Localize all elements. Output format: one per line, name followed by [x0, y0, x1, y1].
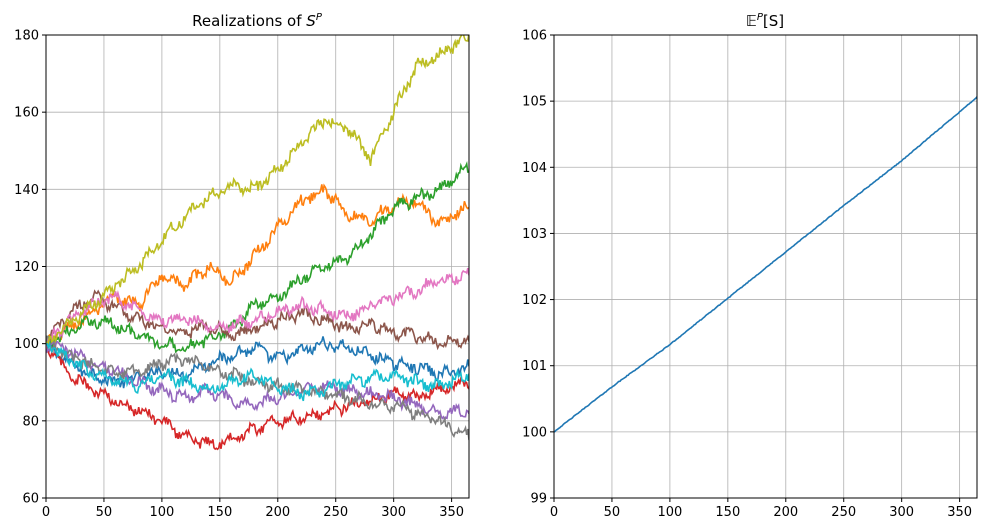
left-x-tick-label: 50 [96, 505, 113, 520]
right-y-tick-label: 104 [522, 161, 547, 176]
right-x-tick-label: 100 [657, 505, 682, 520]
left-x-tick-label: 250 [323, 505, 348, 520]
left-y-tick-label: 180 [14, 29, 39, 44]
left-series-line [46, 335, 469, 389]
left-x-tick-label: 200 [265, 505, 290, 520]
left-x-tick-label: 0 [42, 505, 50, 520]
right-chart-expectation: 𝔼P[S] 0 50 100 150 200 250 300 350 99 100 101 102 10… [522, 12, 978, 521]
right-grid [553, 34, 977, 499]
right-x-tick-label: 50 [604, 505, 621, 520]
right-x-tick-label: 150 [715, 505, 740, 520]
left-y-tick-label: 140 [14, 183, 39, 198]
right-x-tick-label: 350 [947, 505, 972, 520]
left-x-tick-label: 350 [439, 505, 464, 520]
right-ticks: 0 50 100 150 200 250 300 350 99 100 101 102 103 104 10… [522, 29, 972, 521]
right-x-tick-label: 300 [889, 505, 914, 520]
right-y-tick-label: 103 [522, 227, 547, 242]
left-x-tick-label: 150 [207, 505, 232, 520]
right-y-tick-label: 105 [522, 95, 547, 110]
left-chart-realizations: Realizations of SP 0 50 100 150 200 250 300 350… [14, 12, 470, 521]
left-x-tick-label: 100 [149, 505, 174, 520]
right-x-tick-label: 200 [773, 505, 798, 520]
right-x-tick-label: 0 [550, 505, 558, 520]
right-y-tick-label: 106 [522, 29, 547, 44]
right-y-tick-label: 100 [522, 425, 547, 440]
left-series [46, 35, 469, 451]
left-series-line [46, 161, 469, 354]
left-ticks: 0 50 100 150 200 250 300 350 60 80 100 120 140 160 180 [14, 29, 464, 521]
right-y-tick-label: 99 [530, 492, 547, 507]
left-y-tick-label: 120 [14, 260, 39, 275]
right-y-tick-label: 101 [522, 359, 547, 374]
left-y-tick-label: 60 [22, 492, 39, 507]
left-series-line [46, 289, 469, 351]
right-x-tick-label: 250 [831, 505, 856, 520]
right-axes-frame [553, 34, 978, 499]
left-series-line [46, 339, 469, 451]
left-y-tick-label: 80 [22, 414, 39, 429]
left-grid [45, 34, 469, 499]
left-series-line [46, 340, 469, 423]
left-y-tick-label: 160 [14, 106, 39, 121]
right-y-tick-label: 102 [522, 293, 547, 308]
right-series-line [554, 96, 977, 433]
left-series-line [46, 341, 469, 402]
left-series-line [46, 335, 469, 441]
left-chart-title: Realizations of SP [192, 12, 323, 30]
right-series [554, 96, 977, 433]
left-series-line [46, 267, 469, 350]
left-y-tick-label: 100 [14, 337, 39, 352]
left-series-line [46, 35, 469, 345]
left-x-tick-label: 300 [381, 505, 406, 520]
right-chart-title: 𝔼P[S] [746, 12, 784, 30]
